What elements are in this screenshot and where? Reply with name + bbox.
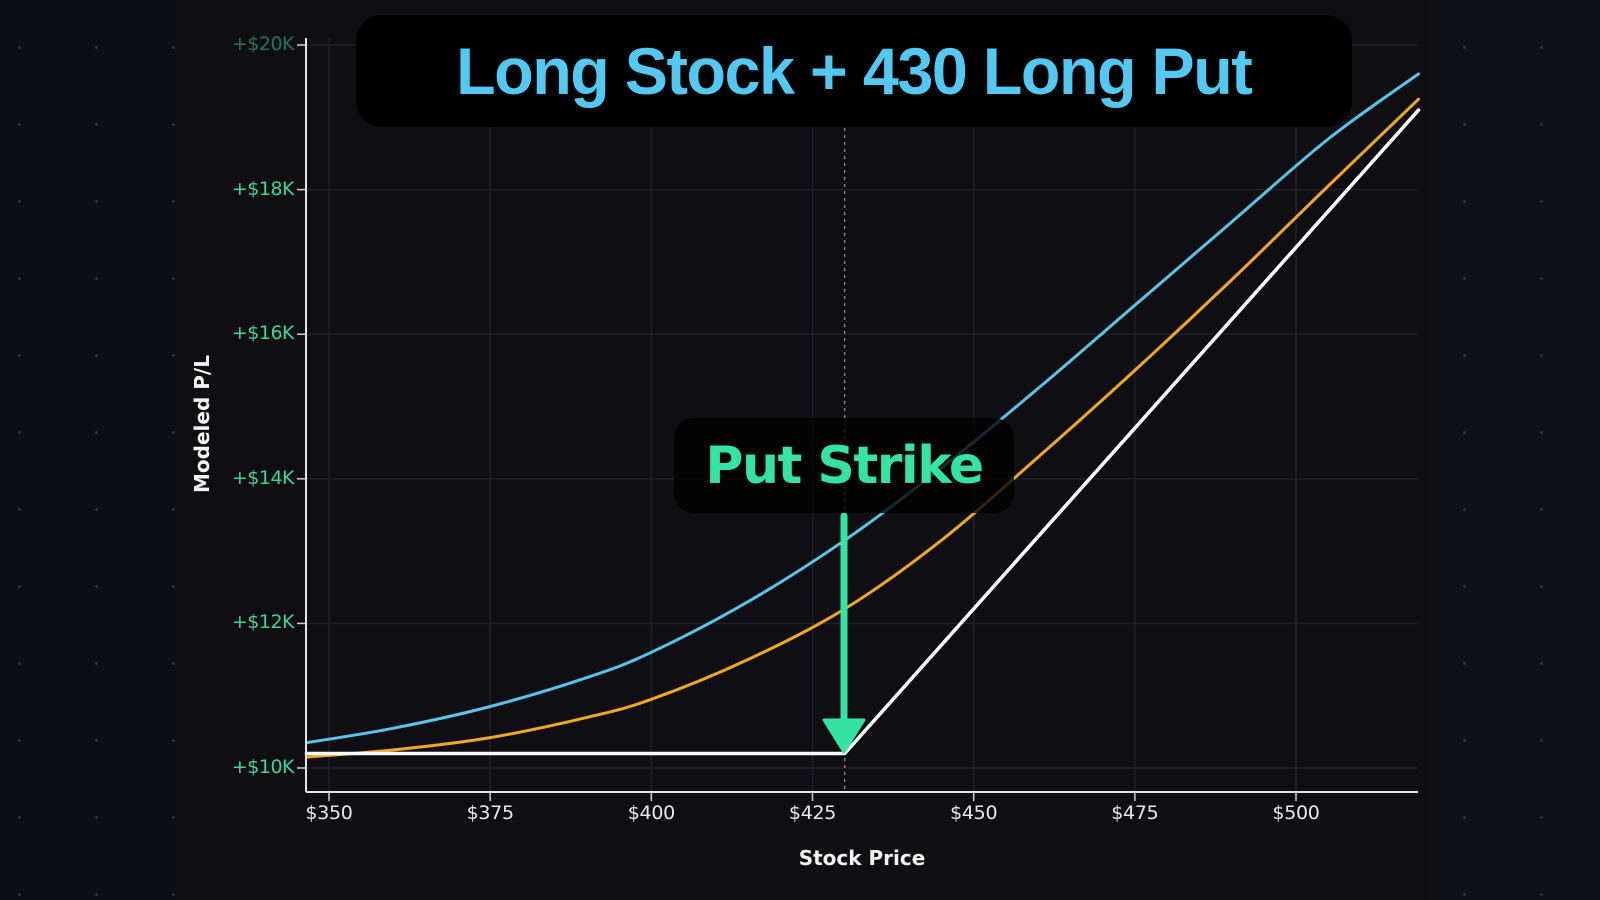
y-tick-label: +$12K — [231, 611, 295, 634]
y-tick-label: +$14K — [231, 466, 295, 489]
chart-title-banner: Long Stock + 430 Long Put — [356, 15, 1352, 127]
series-lines — [304, 72, 1421, 759]
y-tick-label: +$20K — [231, 33, 295, 55]
y-tick-label: +$18K — [231, 177, 295, 200]
y-tick-label: +$10K — [231, 756, 295, 778]
chart-title: Long Stock + 430 Long Put — [456, 34, 1253, 108]
x-tick-label: $400 — [627, 802, 675, 824]
x-tick-label: $425 — [788, 802, 837, 824]
axes — [297, 38, 1418, 801]
x-tick-label: $450 — [950, 802, 998, 824]
x-tick-label: $375 — [466, 802, 514, 824]
put-strike-label: Put Strike — [705, 435, 984, 496]
y-axis-title: Modeled P/L — [190, 355, 214, 493]
y-tick-label: +$16K — [231, 322, 295, 345]
background-dot-grid-left — [0, 0, 180, 900]
put-strike-annotation: Put Strike — [674, 418, 1014, 513]
blue-pl-curve — [304, 72, 1420, 745]
x-tick-label: $475 — [1111, 802, 1159, 824]
orange-pl-curve — [304, 97, 1420, 759]
x-axis-title: Stock Price — [798, 846, 926, 870]
grid-lines — [306, 38, 1418, 792]
x-tick-label: $500 — [1272, 802, 1320, 824]
background-dot-grid-right — [1430, 0, 1600, 900]
x-tick-label: $350 — [305, 802, 353, 824]
expiration-pl-line — [304, 108, 1421, 756]
